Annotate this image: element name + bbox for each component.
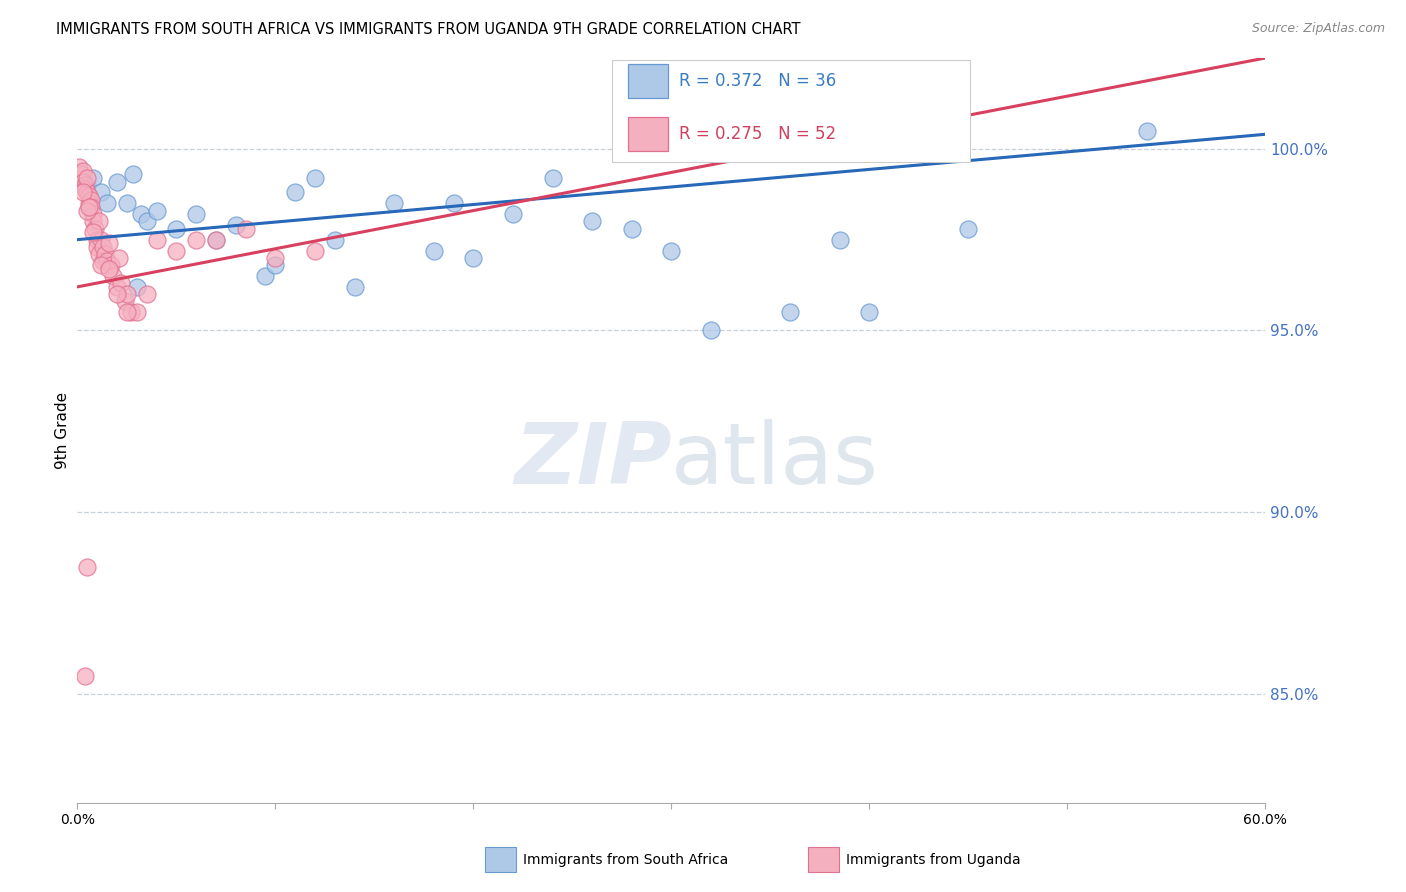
Point bbox=[145, 203, 167, 218]
Point bbox=[82, 207, 104, 221]
Point bbox=[77, 196, 100, 211]
Point bbox=[72, 174, 94, 188]
Point bbox=[323, 233, 346, 247]
Point bbox=[115, 287, 138, 301]
Point bbox=[125, 305, 148, 319]
Point bbox=[105, 280, 128, 294]
Point bbox=[186, 233, 208, 247]
Point bbox=[98, 261, 121, 276]
Point bbox=[129, 207, 152, 221]
Point bbox=[98, 236, 121, 251]
Point bbox=[84, 221, 107, 235]
Point bbox=[86, 233, 108, 247]
Point bbox=[91, 240, 114, 254]
Point bbox=[284, 186, 307, 200]
Point bbox=[115, 196, 138, 211]
Point bbox=[76, 559, 98, 574]
Point bbox=[96, 196, 118, 211]
Point bbox=[779, 305, 801, 319]
Point bbox=[87, 247, 110, 261]
Point bbox=[96, 254, 118, 268]
Point bbox=[205, 233, 228, 247]
Point bbox=[382, 196, 405, 211]
Point bbox=[304, 170, 326, 185]
Point bbox=[105, 287, 128, 301]
Point bbox=[700, 323, 723, 337]
Point bbox=[264, 251, 287, 265]
Point bbox=[70, 167, 93, 181]
Point bbox=[343, 280, 366, 294]
Text: R = 0.275   N = 52: R = 0.275 N = 52 bbox=[679, 125, 837, 143]
Point bbox=[80, 200, 103, 214]
Point bbox=[165, 244, 187, 258]
Point bbox=[121, 167, 143, 181]
Point bbox=[135, 287, 157, 301]
Text: ZIP: ZIP bbox=[513, 418, 672, 501]
Point bbox=[463, 251, 485, 265]
Point bbox=[1136, 123, 1159, 137]
Point bbox=[77, 189, 100, 203]
Point bbox=[76, 203, 98, 218]
Point bbox=[82, 170, 104, 185]
Text: Immigrants from South Africa: Immigrants from South Africa bbox=[523, 853, 728, 867]
Point bbox=[82, 214, 104, 228]
Text: R = 0.372   N = 36: R = 0.372 N = 36 bbox=[679, 71, 837, 90]
Point bbox=[82, 226, 104, 240]
Point bbox=[120, 305, 142, 319]
Point bbox=[125, 280, 148, 294]
Point bbox=[77, 200, 100, 214]
Point bbox=[661, 244, 683, 258]
Point bbox=[91, 254, 114, 268]
Point bbox=[165, 221, 187, 235]
Point bbox=[94, 247, 117, 261]
Point bbox=[581, 214, 603, 228]
Point bbox=[254, 268, 277, 283]
Point bbox=[67, 160, 90, 174]
Point bbox=[101, 268, 124, 283]
Text: atlas: atlas bbox=[672, 418, 879, 501]
Point bbox=[304, 244, 326, 258]
Point bbox=[72, 186, 94, 200]
Point bbox=[443, 196, 465, 211]
Text: Source: ZipAtlas.com: Source: ZipAtlas.com bbox=[1251, 22, 1385, 36]
Point bbox=[110, 277, 132, 291]
Point bbox=[858, 305, 880, 319]
Point bbox=[235, 221, 257, 235]
Point bbox=[423, 244, 446, 258]
Point bbox=[828, 233, 851, 247]
Y-axis label: 9th Grade: 9th Grade bbox=[55, 392, 70, 469]
Point bbox=[72, 163, 94, 178]
Point bbox=[145, 233, 167, 247]
Text: IMMIGRANTS FROM SOUTH AFRICA VS IMMIGRANTS FROM UGANDA 9TH GRADE CORRELATION CHA: IMMIGRANTS FROM SOUTH AFRICA VS IMMIGRAN… bbox=[56, 22, 801, 37]
Point bbox=[225, 218, 247, 232]
Point bbox=[75, 182, 97, 196]
Point bbox=[957, 221, 980, 235]
Point bbox=[620, 221, 643, 235]
Point bbox=[76, 170, 98, 185]
Point bbox=[108, 251, 131, 265]
Point bbox=[80, 193, 103, 207]
Point bbox=[186, 207, 208, 221]
Text: Immigrants from Uganda: Immigrants from Uganda bbox=[846, 853, 1021, 867]
Point bbox=[87, 214, 110, 228]
Point bbox=[90, 258, 112, 272]
Point bbox=[90, 233, 112, 247]
Point bbox=[205, 233, 228, 247]
Point bbox=[100, 258, 122, 272]
Point bbox=[86, 240, 108, 254]
Point bbox=[114, 294, 136, 309]
Point bbox=[135, 214, 157, 228]
Point bbox=[75, 178, 97, 193]
Point bbox=[502, 207, 524, 221]
Point bbox=[115, 305, 138, 319]
Point bbox=[105, 174, 128, 188]
Point bbox=[541, 170, 564, 185]
Point bbox=[264, 258, 287, 272]
Point bbox=[76, 186, 98, 200]
Point bbox=[76, 178, 98, 193]
Point bbox=[75, 668, 97, 682]
Point bbox=[90, 186, 112, 200]
